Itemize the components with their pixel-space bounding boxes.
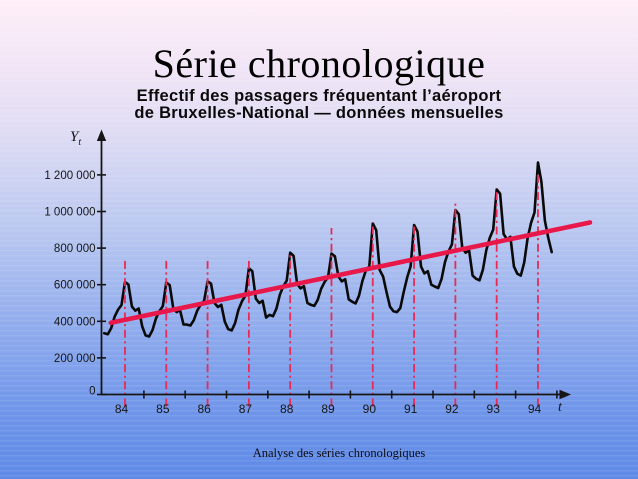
x-tick-label: 87 xyxy=(239,402,253,416)
y-axis-label: Yt xyxy=(70,129,81,148)
x-tick-label: 93 xyxy=(487,402,501,416)
y-tick-label: 1 000 000 xyxy=(44,207,95,219)
y-axis-arrow-icon xyxy=(96,129,107,141)
figure-caption-line1: Effectif des passagers fréquentant l’aér… xyxy=(136,87,502,105)
x-tick-label: 91 xyxy=(404,402,418,416)
x-axis-arrow-icon xyxy=(559,389,571,400)
footer-text: Analyse des séries chronologiques xyxy=(252,446,426,460)
slide-title: Série chronologique xyxy=(152,41,486,86)
y-tick-label: 0 xyxy=(89,386,95,398)
x-tick-label: 84 xyxy=(115,402,129,416)
x-tick-label: 86 xyxy=(197,402,211,416)
x-tick-label: 89 xyxy=(321,402,335,416)
y-tick-label: 800 000 xyxy=(54,243,96,255)
figure-caption-line2: de Bruxelles-National — données mensuell… xyxy=(134,104,504,122)
x-tick-label: 92 xyxy=(445,402,459,416)
trend-line xyxy=(108,220,593,326)
x-tick-label: 90 xyxy=(363,402,377,416)
x-tick-label: 88 xyxy=(280,402,294,416)
y-tick-label: 1 200 000 xyxy=(44,170,95,182)
y-axis-label-subscript: t xyxy=(78,137,82,148)
x-tick-label: 85 xyxy=(156,402,170,416)
x-axis-label: t xyxy=(558,400,562,415)
y-tick-label: 400 000 xyxy=(54,316,96,328)
x-tick-label: 94 xyxy=(528,402,542,416)
y-tick-label: 600 000 xyxy=(54,280,96,292)
y-axis-label-symbol: Y xyxy=(70,129,79,145)
figure-caption: Effectif des passagers fréquentant l’aér… xyxy=(0,88,638,122)
y-tick-label: 200 000 xyxy=(54,353,96,365)
